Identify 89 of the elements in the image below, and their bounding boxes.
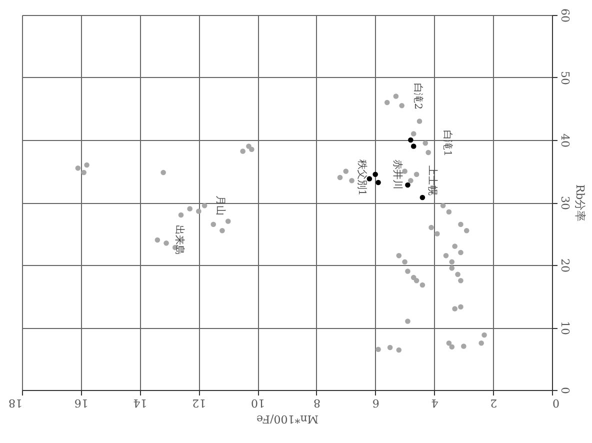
point xyxy=(446,209,452,215)
y-axis-title: Rb分率 xyxy=(574,184,586,222)
y-tick-label: 30 xyxy=(558,196,572,210)
point xyxy=(410,131,416,136)
point xyxy=(376,346,381,352)
point xyxy=(178,212,184,218)
annotation: 出来島 xyxy=(173,225,186,255)
point xyxy=(461,344,466,349)
point xyxy=(405,268,410,274)
point xyxy=(196,208,202,214)
y-tick-label: 60 xyxy=(558,8,572,22)
point xyxy=(240,148,246,154)
point xyxy=(464,228,470,234)
x-tick-label: 16 xyxy=(74,396,88,410)
point xyxy=(210,222,216,228)
point xyxy=(458,222,464,228)
x-tick-label: 6 xyxy=(372,396,380,410)
point xyxy=(405,182,410,188)
annotation: 白滝1 xyxy=(441,130,454,156)
point xyxy=(410,144,416,149)
point xyxy=(416,118,422,124)
point xyxy=(337,174,343,180)
point xyxy=(81,170,86,176)
point xyxy=(443,252,449,258)
point xyxy=(405,318,410,324)
point xyxy=(372,172,378,178)
y-tick-label: 20 xyxy=(558,258,572,272)
point xyxy=(376,180,381,186)
annotation: 秩父別1 xyxy=(356,159,368,196)
point xyxy=(452,244,458,249)
point xyxy=(408,137,414,143)
x-tick-label: 18 xyxy=(8,396,22,410)
y-tick-label: 0 xyxy=(558,387,572,394)
annotation: 白滝2 xyxy=(412,83,424,110)
point xyxy=(154,237,160,243)
point xyxy=(343,168,349,174)
point xyxy=(349,178,354,184)
point xyxy=(225,218,231,224)
point xyxy=(408,178,414,184)
point xyxy=(414,172,420,178)
point xyxy=(396,347,402,353)
point xyxy=(84,162,90,168)
point xyxy=(160,170,166,176)
point xyxy=(434,231,440,236)
point xyxy=(164,240,169,246)
point xyxy=(452,306,458,312)
point xyxy=(393,94,399,99)
point xyxy=(420,282,426,288)
annotation: 上士幌 xyxy=(426,166,439,196)
x-tick-label: 12 xyxy=(192,396,206,410)
point xyxy=(449,259,455,265)
point xyxy=(458,278,464,284)
point xyxy=(482,332,487,338)
x-tick-label: 10 xyxy=(251,396,266,410)
point xyxy=(187,206,192,212)
point xyxy=(422,140,428,146)
point xyxy=(455,272,460,278)
point xyxy=(249,146,254,152)
point xyxy=(446,340,452,346)
x-tick-label: 4 xyxy=(431,396,438,410)
point xyxy=(428,224,434,230)
y-tick-label: 50 xyxy=(558,71,572,85)
x-tick-label: 8 xyxy=(313,396,320,410)
point xyxy=(366,176,372,182)
point xyxy=(399,102,404,108)
y-tick-label: 40 xyxy=(558,134,572,148)
point xyxy=(420,194,426,200)
point xyxy=(396,252,402,258)
annotation: 赤井川 xyxy=(391,159,404,190)
x-tick-label: 2 xyxy=(490,396,498,410)
point xyxy=(440,202,446,208)
point xyxy=(220,228,225,234)
point xyxy=(458,304,464,310)
x-axis-title: Mn*100/Fe xyxy=(256,412,319,426)
point xyxy=(414,278,420,284)
point xyxy=(202,202,208,208)
point xyxy=(246,144,252,149)
point xyxy=(402,259,408,265)
x-tick-label: 14 xyxy=(133,396,148,410)
point xyxy=(449,344,455,350)
point xyxy=(449,265,455,271)
point xyxy=(478,340,484,346)
annotation: 月山 xyxy=(214,196,227,216)
point xyxy=(75,165,81,171)
point xyxy=(387,344,393,350)
point xyxy=(458,250,464,256)
y-tick-label: 10 xyxy=(558,321,572,335)
point xyxy=(426,150,431,156)
point xyxy=(384,100,390,106)
